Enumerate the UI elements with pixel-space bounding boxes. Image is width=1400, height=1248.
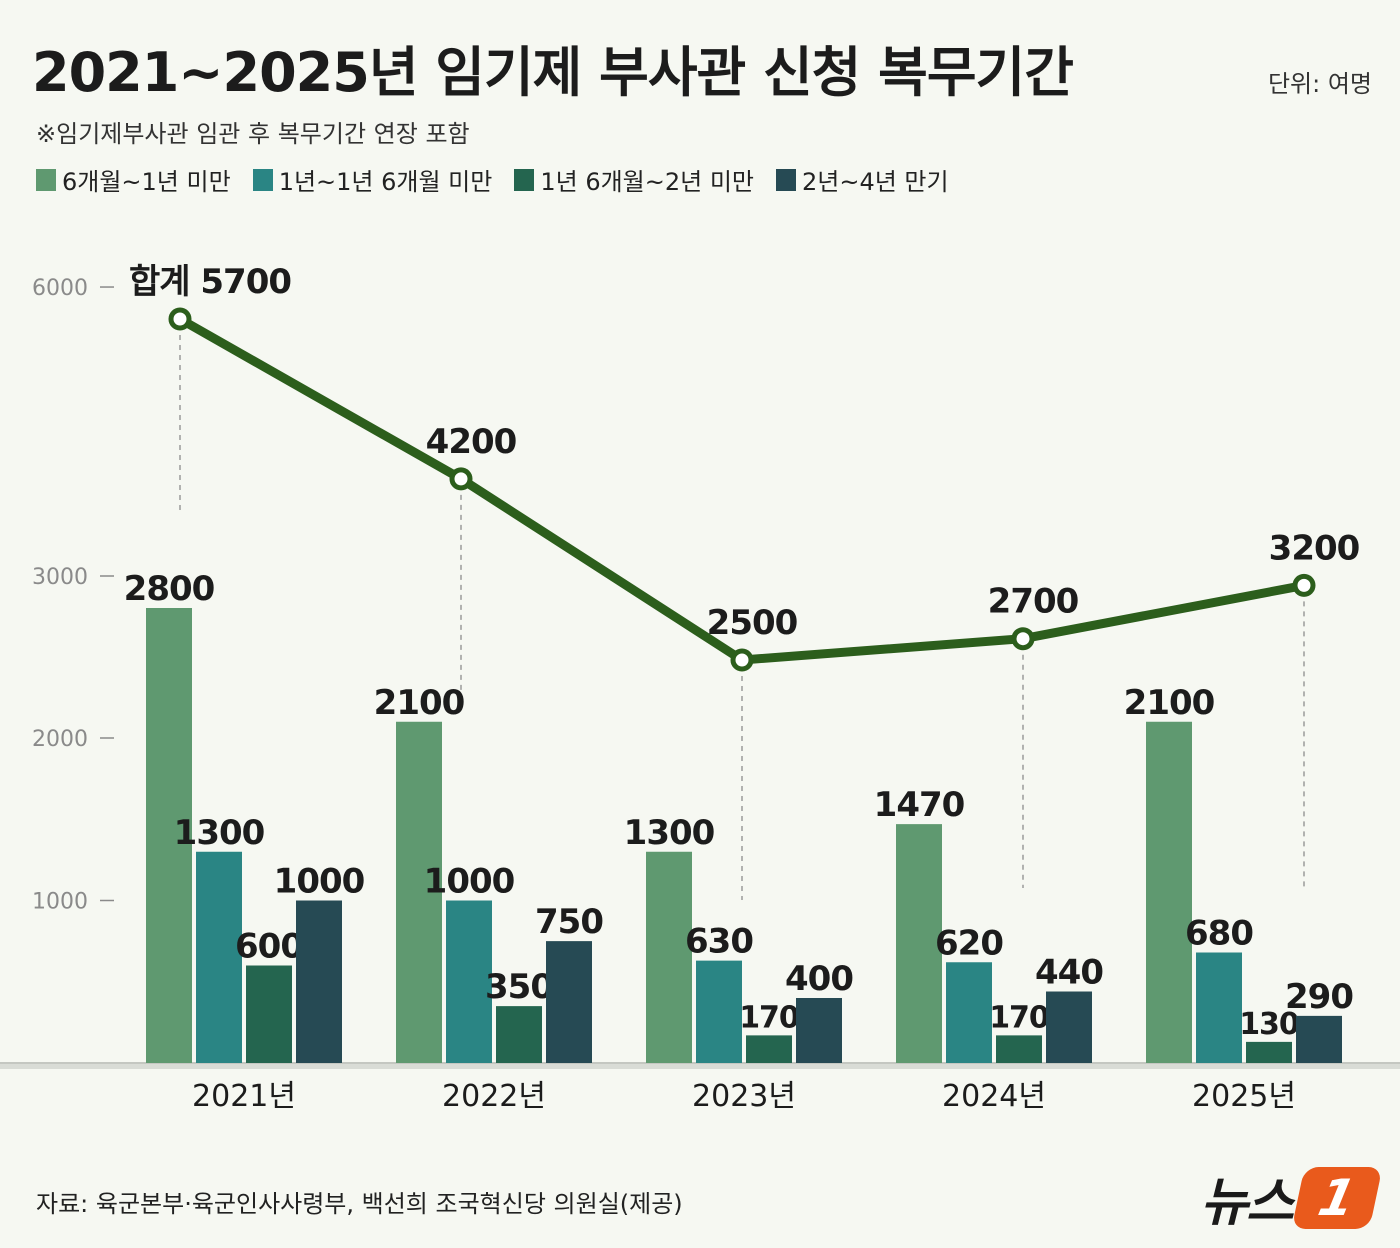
legend-label: 6개월~1년 미만 <box>62 168 231 196</box>
bar-value-label: 440 <box>1035 953 1103 993</box>
bar <box>446 900 492 1063</box>
bar-value-label: 2100 <box>1124 683 1215 723</box>
bar <box>296 900 342 1063</box>
logo-mark: 1 <box>1291 1166 1383 1229</box>
x-category-label: 2021년 <box>192 1079 296 1114</box>
bar <box>646 851 692 1063</box>
bar-value-label: 1470 <box>874 785 965 825</box>
legend-label: 2년~4년 만기 <box>802 168 949 196</box>
unit-label: 단위: 여명 <box>1267 70 1372 98</box>
bar-value-label: 350 <box>485 967 553 1007</box>
bar <box>996 1035 1042 1063</box>
total-point <box>168 307 192 331</box>
legend-item: 1년~1년 6개월 미만 <box>252 162 493 197</box>
total-value-label: 2500 <box>707 603 798 643</box>
bar-value-label: 1000 <box>424 862 515 902</box>
bar-value-label: 170 <box>989 1000 1049 1035</box>
y-tick-label: 6000 <box>32 276 88 301</box>
bar <box>796 998 842 1063</box>
bar-value-label: 630 <box>685 922 753 962</box>
total-point <box>1292 573 1316 597</box>
bar-value-label: 600 <box>235 927 303 967</box>
bar-value-label: 750 <box>535 902 603 942</box>
legend-swatch <box>776 168 796 191</box>
bar-value-label: 2800 <box>124 569 215 609</box>
baseline-shadow <box>0 1063 1400 1069</box>
bar-value-label: 1300 <box>624 813 715 853</box>
legend-swatch <box>514 168 535 191</box>
bar <box>696 960 742 1063</box>
news1-logo: 뉴스 1 <box>1200 1160 1383 1235</box>
total-value-label: 4200 <box>426 422 517 462</box>
bar-value-label: 680 <box>1185 914 1253 954</box>
chart-title: 2021~2025년 임기제 부사관 신청 복무기간 <box>32 41 1074 104</box>
total-value-label: 3200 <box>1269 528 1360 568</box>
bar-value-label: 290 <box>1285 977 1353 1017</box>
legend-swatch <box>36 168 56 191</box>
legend-label: 1년 6개월~2년 미만 <box>540 168 754 196</box>
total-point <box>449 467 473 491</box>
bar <box>896 824 942 1063</box>
bar-value-label: 1300 <box>174 813 265 853</box>
bar <box>946 962 992 1063</box>
total-point <box>730 648 754 672</box>
legend-label: 1년~1년 6개월 미만 <box>278 168 493 196</box>
bar <box>546 941 592 1063</box>
legend-item: 6개월~1년 미만 <box>36 162 231 197</box>
y-tick-label: 2000 <box>32 727 88 752</box>
bar <box>1196 952 1242 1063</box>
legend-swatch <box>252 168 273 191</box>
bar <box>1296 1015 1342 1063</box>
legend-item: 1년 6개월~2년 미만 <box>514 162 754 197</box>
total-point <box>1011 627 1035 651</box>
x-category-label: 2025년 <box>1192 1079 1296 1114</box>
logo-mark-text: 1 <box>1313 1168 1361 1227</box>
total-value-label: 2700 <box>988 582 1079 622</box>
bar-value-label: 620 <box>935 923 1003 963</box>
bar-value-label: 170 <box>739 1000 799 1035</box>
bar <box>196 851 242 1063</box>
logo-text: 뉴스 <box>1200 1173 1294 1233</box>
total-value-label: 합계 5700 <box>129 262 291 302</box>
chart-note: ※임기제부사관 임관 후 복무기간 연장 포함 <box>36 120 470 148</box>
legend: 6개월~1년 미만 1년~1년 6개월 미만 1년 6개월~2년 미만 2년~4… <box>36 162 949 197</box>
bar <box>1246 1041 1292 1063</box>
bar-value-label: 400 <box>785 959 853 999</box>
x-category-label: 2023년 <box>692 1079 796 1114</box>
bar <box>146 608 192 1063</box>
x-category-label: 2024년 <box>942 1079 1046 1114</box>
bar <box>1046 991 1092 1063</box>
y-tick-label: 1000 <box>32 890 88 915</box>
source-note: 자료: 육군본부·육군인사사령부, 백선희 조국혁신당 의원실(제공) <box>36 1190 683 1218</box>
bar <box>396 721 442 1063</box>
legend-item: 2년~4년 만기 <box>776 162 949 197</box>
bar <box>1146 721 1192 1063</box>
x-category-label: 2022년 <box>442 1079 546 1114</box>
y-tick-label: 3000 <box>32 565 88 590</box>
bar-value-label: 130 <box>1239 1007 1299 1042</box>
bar <box>496 1006 542 1063</box>
bar <box>246 965 292 1063</box>
chart-area: 1000 2000 3000 6000 2800 1300 600 1000 2021년 2100… <box>0 262 1400 1114</box>
bar <box>746 1035 792 1063</box>
bar-value-label: 1000 <box>274 862 365 902</box>
bar-value-label: 2100 <box>374 683 465 723</box>
